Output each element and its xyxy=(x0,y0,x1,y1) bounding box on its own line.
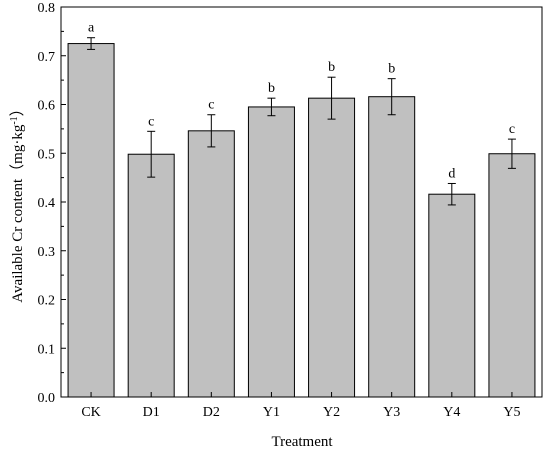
y-tick-label: 0.6 xyxy=(38,99,56,114)
y-tick-label: 0.5 xyxy=(38,147,56,162)
significance-label: c xyxy=(509,122,515,137)
x-axis-title: Treatment xyxy=(271,434,333,450)
significance-label: b xyxy=(268,81,275,96)
y-axis-title-superscript: -1 xyxy=(9,116,20,124)
bar-y3 xyxy=(368,96,416,398)
bar-y1 xyxy=(247,106,295,398)
significance-label: c xyxy=(208,98,214,113)
significance-label: a xyxy=(88,21,95,36)
y-tick-label: 0.3 xyxy=(38,245,56,260)
x-axis: CK D1 D2 Y1 Y2 Y3 Y4 Y5 xyxy=(81,392,521,420)
y-tick-label: 0.4 xyxy=(38,196,56,211)
significance-label: c xyxy=(148,114,154,129)
x-tick-label: Y4 xyxy=(443,405,460,420)
y-axis-title-tail: ） xyxy=(9,101,26,116)
y-axis-title: Available Cr content（mg·kg-1） xyxy=(9,101,26,302)
y-tick-label: 0.8 xyxy=(38,1,56,16)
y-tick-label: 0.2 xyxy=(38,294,56,309)
bar-ck xyxy=(67,43,115,398)
significance-label: b xyxy=(388,62,395,77)
y-tick-label: 0.1 xyxy=(38,342,56,357)
x-tick-label: CK xyxy=(81,405,100,420)
bar-d1 xyxy=(127,153,175,398)
y-axis-title-main: Available Cr content（mg·kg xyxy=(9,124,26,303)
y-tick-label: 0.7 xyxy=(38,50,56,65)
bar-y5 xyxy=(488,153,536,398)
bar-d2 xyxy=(187,130,235,398)
y-axis: 0.0 0.1 0.2 0.3 0.4 0.5 0.6 0.7 0.8 xyxy=(38,1,66,406)
x-tick-label: Y3 xyxy=(383,405,400,420)
significance-label: d xyxy=(448,166,455,181)
plot-area: a c c b b b d c xyxy=(67,21,536,398)
y-tick-label: 0.0 xyxy=(38,391,56,406)
x-tick-label: D1 xyxy=(143,405,160,420)
significance-label: b xyxy=(328,60,335,75)
x-tick-label: Y2 xyxy=(323,405,340,420)
bar-y2 xyxy=(308,97,356,398)
x-tick-label: Y1 xyxy=(263,405,280,420)
x-tick-label: D2 xyxy=(203,405,220,420)
x-tick-label: Y5 xyxy=(503,405,520,420)
bar-y4 xyxy=(428,193,476,398)
